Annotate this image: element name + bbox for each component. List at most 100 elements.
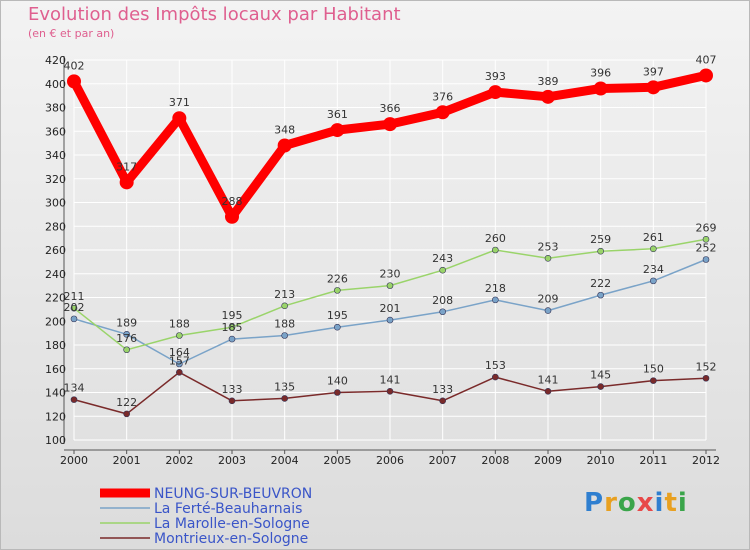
data-point (544, 255, 552, 262)
y-tick-label: 340 (45, 149, 66, 162)
data-label: 141 (380, 373, 401, 386)
data-point (650, 277, 657, 285)
data-point (123, 331, 130, 338)
data-point (334, 389, 341, 396)
data-point (702, 256, 710, 263)
data-label: 211 (64, 290, 85, 303)
data-label: 208 (432, 294, 453, 307)
data-label: 259 (590, 233, 611, 246)
x-tick-label: 2003 (218, 454, 246, 467)
data-label: 189 (116, 316, 137, 329)
data-point (544, 307, 552, 314)
data-point (492, 296, 499, 304)
data-point (386, 388, 394, 395)
data-point (439, 266, 446, 274)
data-label: 188 (169, 318, 190, 331)
data-point (67, 74, 81, 89)
data-label: 252 (696, 242, 717, 255)
data-label: 243 (432, 252, 453, 265)
legend-label: La Ferté-Beauharnais (154, 501, 302, 517)
data-label: 152 (696, 360, 717, 373)
y-tick-label: 260 (45, 244, 66, 257)
y-tick-label: 400 (45, 78, 66, 91)
data-point (119, 175, 134, 190)
data-point (70, 304, 78, 312)
data-label: 176 (116, 332, 137, 345)
data-label: 150 (643, 363, 664, 376)
data-label: 317 (116, 160, 137, 173)
data-point (123, 346, 130, 354)
data-point (702, 236, 710, 243)
data-point (70, 396, 78, 403)
data-point (541, 89, 555, 104)
data-point (650, 377, 657, 384)
y-tick-label: 240 (45, 268, 66, 281)
data-label: 260 (485, 232, 506, 245)
data-point (439, 308, 446, 316)
data-point (281, 332, 288, 339)
y-tick-label: 280 (45, 220, 66, 233)
data-label: 141 (538, 373, 559, 386)
data-label: 202 (64, 301, 85, 314)
data-point (702, 374, 710, 382)
data-label: 201 (380, 302, 401, 315)
data-point (176, 332, 183, 339)
y-tick-label: 200 (45, 315, 66, 328)
data-point (281, 395, 288, 402)
x-tick-label: 2001 (113, 454, 141, 467)
data-point (334, 323, 341, 331)
data-label: 389 (538, 75, 559, 88)
x-tick-label: 2008 (481, 454, 509, 467)
data-label: 188 (274, 318, 295, 331)
data-label: 288 (222, 195, 243, 208)
data-label: 157 (169, 354, 190, 367)
data-label: 195 (327, 309, 348, 322)
y-tick-label: 100 (45, 434, 66, 447)
y-tick-label: 180 (45, 339, 66, 352)
data-point (597, 247, 604, 255)
y-tick-label: 300 (45, 197, 66, 210)
data-label: 230 (380, 268, 401, 281)
data-point (330, 123, 345, 138)
data-point (225, 209, 239, 224)
y-tick-labels: 100 120 140 160 180 200 220 240 260 280 300 320 340 3… (45, 54, 66, 447)
data-label: 376 (432, 90, 453, 103)
legend-label: NEUNG-SUR-BEUVRON (154, 486, 312, 502)
data-label: 269 (696, 221, 717, 234)
data-point (386, 316, 394, 324)
data-label: 261 (643, 231, 664, 244)
data-label: 218 (485, 282, 506, 295)
data-point (228, 335, 236, 343)
data-label: 226 (327, 272, 348, 285)
data-point (597, 291, 604, 299)
y-tick-label: 420 (45, 54, 66, 67)
data-point (439, 397, 446, 405)
chart-title: Evolution des Impôts locaux par Habitant (28, 4, 401, 25)
y-tick-label: 120 (45, 410, 66, 423)
data-label: 153 (485, 359, 506, 372)
data-point (176, 369, 183, 376)
y-tick-label: 360 (45, 125, 66, 138)
data-label: 134 (64, 382, 85, 395)
data-point (492, 373, 499, 381)
data-point (176, 360, 183, 368)
data-label: 407 (696, 53, 717, 66)
data-point (386, 282, 394, 289)
x-tick-label: 2004 (271, 454, 299, 467)
y-tick-label: 380 (45, 102, 66, 115)
data-label: 213 (274, 288, 295, 301)
data-point (699, 68, 713, 83)
data-label: 145 (590, 369, 611, 382)
data-label: 234 (643, 263, 664, 276)
data-point (492, 246, 499, 254)
data-label: 195 (222, 309, 243, 322)
legend-label: Montrieux-en-Sologne (154, 531, 308, 547)
data-point (435, 105, 450, 120)
data-label: 371 (169, 96, 190, 109)
data-label: 348 (274, 124, 295, 137)
data-label: 361 (327, 108, 348, 121)
data-label: 402 (64, 59, 85, 72)
data-point (646, 80, 661, 95)
series-points (67, 68, 713, 418)
